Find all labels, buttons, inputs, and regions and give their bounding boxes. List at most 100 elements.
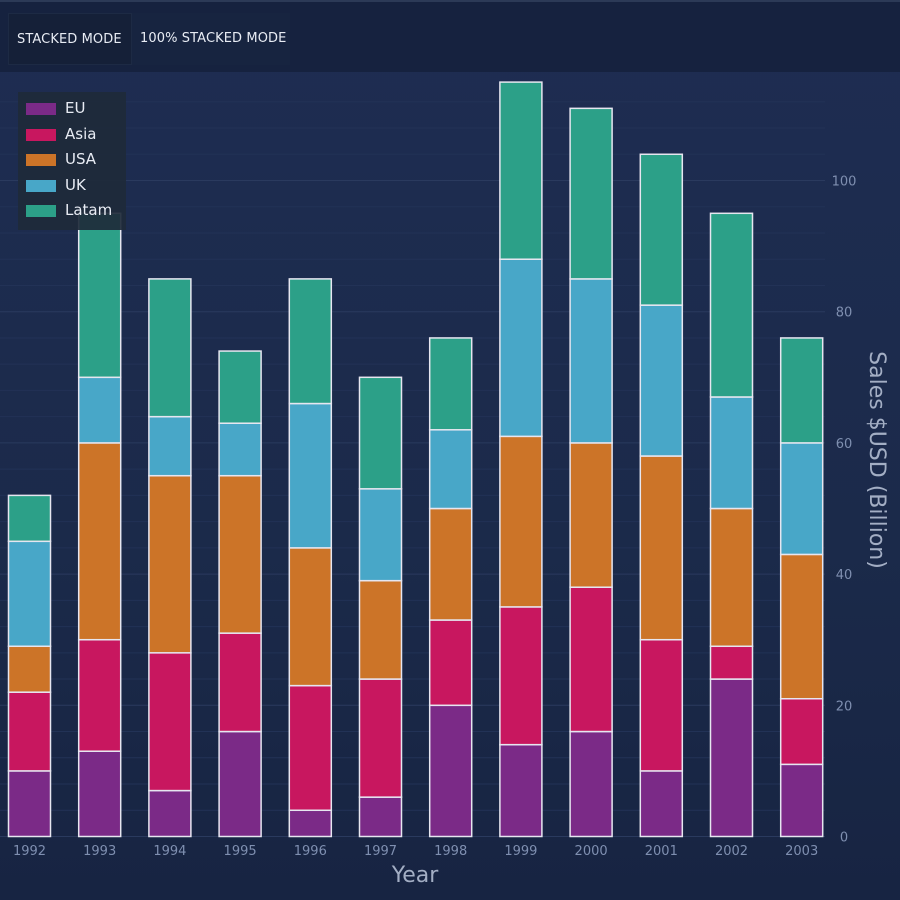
bar-eu-1992[interactable] bbox=[7, 770, 52, 838]
bar-usa-1995[interactable] bbox=[218, 474, 262, 634]
bar-usa-1994[interactable] bbox=[148, 474, 192, 654]
bar-uk-2000[interactable] bbox=[569, 278, 613, 444]
y-tick-label: 100 bbox=[832, 175, 857, 190]
x-tick-label: 1998 bbox=[434, 844, 467, 859]
bar-uk-1995[interactable] bbox=[218, 422, 262, 477]
stacked-100-mode-button[interactable]: 100% STACKED MODE bbox=[132, 13, 290, 65]
bar-uk-1992[interactable] bbox=[7, 540, 52, 648]
legend-swatch bbox=[26, 128, 56, 141]
legend-swatch bbox=[26, 103, 56, 115]
legend-swatch bbox=[26, 179, 56, 192]
y-tick-label: 80 bbox=[836, 306, 853, 321]
x-tick-label: 1994 bbox=[153, 844, 186, 859]
bar-latam-2003[interactable] bbox=[779, 337, 824, 444]
legend-item-latam[interactable]: Latam bbox=[18, 198, 126, 224]
bar-asia-2003[interactable] bbox=[779, 697, 824, 766]
bar-eu-1994[interactable] bbox=[148, 789, 192, 838]
bar-latam-1997[interactable] bbox=[358, 376, 403, 490]
bar-latam-2002[interactable] bbox=[709, 212, 754, 398]
bar-latam-1994[interactable] bbox=[148, 278, 192, 418]
bar-usa-2000[interactable] bbox=[569, 442, 613, 588]
bar-asia-1993[interactable] bbox=[77, 638, 122, 752]
bar-uk-1997[interactable] bbox=[358, 488, 403, 582]
x-tick-label: 1999 bbox=[504, 844, 537, 859]
bar-usa-2003[interactable] bbox=[779, 553, 824, 700]
x-tick-label: 2000 bbox=[575, 844, 608, 859]
legend-item-asia[interactable]: Asia bbox=[18, 122, 126, 148]
bar-usa-1992[interactable] bbox=[7, 645, 52, 693]
x-tick-label: 1993 bbox=[83, 844, 116, 859]
bar-usa-1999[interactable] bbox=[499, 435, 543, 608]
x-tick-label: 1995 bbox=[224, 844, 257, 859]
bar-asia-1999[interactable] bbox=[499, 606, 543, 746]
bar-eu-2003[interactable] bbox=[779, 763, 824, 838]
bar-asia-2000[interactable] bbox=[569, 586, 613, 733]
legend-swatch bbox=[26, 205, 56, 217]
bar-usa-2001[interactable] bbox=[639, 455, 684, 641]
x-axis-title: Year bbox=[391, 863, 440, 888]
bar-usa-2002[interactable] bbox=[709, 507, 754, 648]
bar-usa-1993[interactable] bbox=[77, 442, 122, 641]
x-tick-label: 2002 bbox=[715, 844, 748, 859]
toolbar: STACKED MODE 100% STACKED MODE bbox=[0, 0, 900, 72]
bar-eu-2000[interactable] bbox=[569, 730, 613, 838]
legend-label: USA bbox=[65, 150, 97, 168]
bar-eu-1993[interactable] bbox=[77, 750, 122, 838]
bar-uk-2001[interactable] bbox=[639, 304, 684, 457]
y-tick-label: 40 bbox=[836, 568, 853, 583]
bar-asia-1996[interactable] bbox=[288, 684, 333, 812]
bar-uk-1994[interactable] bbox=[148, 415, 192, 477]
bar-usa-1997[interactable] bbox=[358, 579, 403, 680]
bar-eu-1996[interactable] bbox=[288, 809, 333, 838]
bar-uk-1993[interactable] bbox=[77, 376, 122, 444]
bar-latam-1993[interactable] bbox=[77, 212, 122, 379]
bar-asia-1994[interactable] bbox=[148, 652, 192, 792]
bar-latam-2000[interactable] bbox=[569, 107, 613, 280]
bar-eu-1999[interactable] bbox=[499, 743, 543, 838]
bar-asia-2002[interactable] bbox=[709, 645, 754, 680]
bar-asia-1992[interactable] bbox=[7, 691, 52, 772]
bar-eu-1995[interactable] bbox=[218, 730, 262, 838]
y-tick-label: 0 bbox=[840, 831, 848, 846]
legend: EU Asia USA UK Latam bbox=[18, 92, 126, 230]
bar-asia-2001[interactable] bbox=[639, 638, 684, 772]
bar-asia-1995[interactable] bbox=[218, 632, 262, 733]
bar-eu-2002[interactable] bbox=[709, 678, 754, 838]
legend-swatch bbox=[26, 154, 56, 166]
bar-asia-1998[interactable] bbox=[428, 619, 473, 707]
bar-uk-1998[interactable] bbox=[428, 429, 473, 510]
legend-item-eu[interactable]: EU bbox=[18, 96, 126, 122]
y-tick-label: 60 bbox=[836, 437, 853, 452]
bar-usa-1998[interactable] bbox=[428, 507, 473, 621]
bar-latam-1992[interactable] bbox=[7, 494, 52, 543]
bar-eu-1998[interactable] bbox=[428, 704, 473, 838]
bar-latam-1999[interactable] bbox=[499, 81, 543, 260]
bar-eu-1997[interactable] bbox=[358, 796, 403, 838]
y-axis-title: Sales $USD (Billion) bbox=[864, 351, 889, 569]
legend-item-uk[interactable]: UK bbox=[18, 173, 126, 199]
bar-uk-1996[interactable] bbox=[288, 402, 333, 549]
bar-eu-2001[interactable] bbox=[639, 770, 684, 838]
legend-label: UK bbox=[65, 175, 86, 194]
bar-usa-1996[interactable] bbox=[288, 547, 333, 687]
bar-asia-1997[interactable] bbox=[358, 678, 403, 798]
bar-uk-2002[interactable] bbox=[709, 396, 754, 510]
legend-item-usa[interactable]: USA bbox=[18, 147, 126, 173]
grid-lines bbox=[0, 101, 825, 837]
y-tick-label: 20 bbox=[836, 699, 853, 714]
legend-label: Asia bbox=[65, 124, 97, 143]
bar-uk-2003[interactable] bbox=[779, 442, 824, 556]
bar-latam-1998[interactable] bbox=[428, 337, 473, 431]
x-tick-label: 2003 bbox=[785, 844, 818, 859]
bar-latam-1996[interactable] bbox=[288, 278, 333, 405]
x-tick-label: 1992 bbox=[13, 844, 46, 859]
bar-latam-2001[interactable] bbox=[639, 153, 684, 306]
bar-uk-1999[interactable] bbox=[499, 258, 543, 438]
bar-latam-1995[interactable] bbox=[218, 350, 262, 424]
stacked-mode-button[interactable]: STACKED MODE bbox=[8, 13, 132, 65]
x-tick-label: 2001 bbox=[645, 844, 678, 859]
bars bbox=[7, 81, 824, 838]
y-axis-ticks: 0 20 40 60 80 100 bbox=[832, 175, 857, 846]
